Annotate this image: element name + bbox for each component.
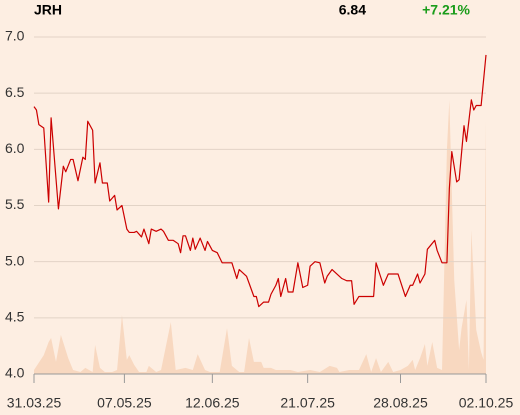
y-tick-label: 6.5 bbox=[5, 84, 25, 100]
y-tick-label: 4.5 bbox=[5, 309, 25, 325]
x-tick-label: 02.10.25 bbox=[459, 395, 514, 411]
y-tick-label: 5.0 bbox=[5, 252, 25, 268]
x-tick-label: 12.06.25 bbox=[185, 395, 240, 411]
x-tick-label: 07.05.25 bbox=[97, 395, 152, 411]
price-line bbox=[33, 54, 487, 308]
x-tick-label: 31.03.25 bbox=[7, 395, 62, 411]
y-tick-label: 7.0 bbox=[5, 28, 25, 44]
price: 6.84 bbox=[339, 2, 366, 18]
ticker: JRH bbox=[34, 2, 62, 18]
x-tick-label: 28.08.25 bbox=[373, 395, 428, 411]
change: +7.21% bbox=[422, 2, 470, 18]
x-tick-label: 21.07.25 bbox=[280, 395, 335, 411]
y-tick-label: 5.5 bbox=[5, 196, 25, 212]
y-tick-label: 6.0 bbox=[5, 140, 25, 156]
volume-area bbox=[34, 100, 486, 375]
y-tick-label: 4.0 bbox=[5, 365, 25, 381]
